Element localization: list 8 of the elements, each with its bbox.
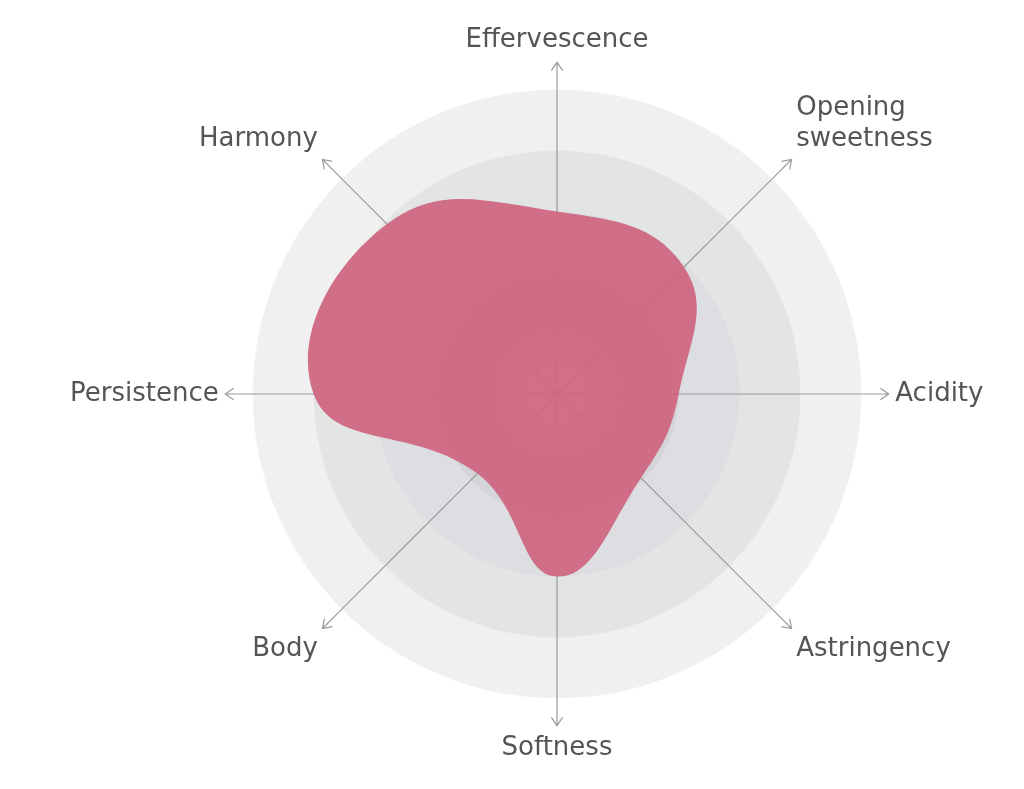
spoke-label: Acidity <box>895 376 984 407</box>
spoke-label: Harmony <box>198 121 318 152</box>
spoke-label: Persistence <box>69 376 219 407</box>
spoke-label: Opening sweetness <box>796 90 933 152</box>
spoke-label: Astringency <box>796 631 951 662</box>
spoke-label: Body <box>252 631 318 662</box>
spoke-label: Effervescence <box>465 22 649 53</box>
spoke-label: Softness <box>501 730 613 761</box>
